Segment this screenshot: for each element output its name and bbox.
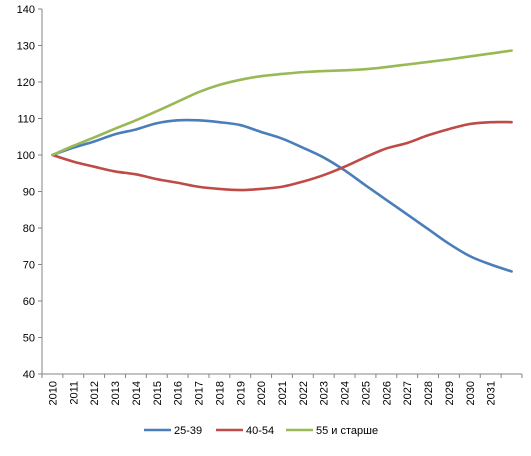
x-tick-label: 2011 [68, 381, 80, 405]
series-line-3 [51, 49, 513, 157]
series-line-2 [51, 120, 513, 192]
x-tick-label: 2015 [152, 381, 164, 405]
x-tick-label: 2031 [486, 381, 498, 405]
x-tick-label: 2017 [194, 381, 206, 405]
x-tick-label: 2019 [235, 381, 247, 405]
x-tick-label: 2030 [465, 381, 477, 405]
x-tick-label: 2020 [256, 381, 268, 405]
x-axis-ticks: 2010 2011 2012 2013 2014 2015 2016 2017 2018 2019… [41, 374, 523, 405]
x-tick-label: 2021 [277, 381, 289, 405]
x-tick-label: 2025 [360, 381, 372, 405]
series-lines [51, 49, 513, 273]
y-tick-label: 130 [17, 41, 35, 53]
x-tick-label: 2024 [340, 381, 352, 405]
y-tick-label: 40 [23, 369, 35, 381]
x-tick-label: 2029 [444, 381, 456, 405]
y-tick-label: 80 [23, 223, 35, 235]
x-tick-label: 2022 [298, 381, 310, 405]
y-tick-label: 120 [17, 77, 35, 89]
axes [41, 9, 522, 375]
x-tick-label: 2013 [110, 381, 122, 405]
x-tick-label: 2028 [423, 381, 435, 405]
y-tick-label: 110 [17, 114, 35, 126]
y-axis-ticks: 40 50 60 70 80 90 100 110 120 130 140 [17, 4, 42, 381]
y-tick-label: 70 [23, 260, 35, 272]
x-tick-label: 2014 [131, 381, 143, 405]
x-tick-label: 2016 [173, 381, 185, 405]
legend-label: 55 и старше [316, 425, 378, 437]
y-tick-label: 140 [17, 4, 35, 16]
legend: 25-39 40-54 55 и старше [144, 425, 378, 437]
x-tick-label: 2010 [47, 381, 59, 405]
legend-label: 25-39 [174, 425, 202, 437]
y-tick-label: 100 [17, 150, 35, 162]
y-tick-label: 50 [23, 333, 35, 345]
x-tick-label: 2026 [381, 381, 393, 405]
y-tick-label: 60 [23, 296, 35, 308]
x-tick-label: 2018 [214, 381, 226, 405]
x-tick-label: 2023 [319, 381, 331, 405]
x-tick-label: 2027 [402, 381, 414, 405]
legend-label: 40-54 [246, 425, 274, 437]
series-line-1 [51, 118, 513, 273]
y-tick-label: 90 [23, 187, 35, 199]
x-tick-label: 2012 [89, 381, 101, 405]
